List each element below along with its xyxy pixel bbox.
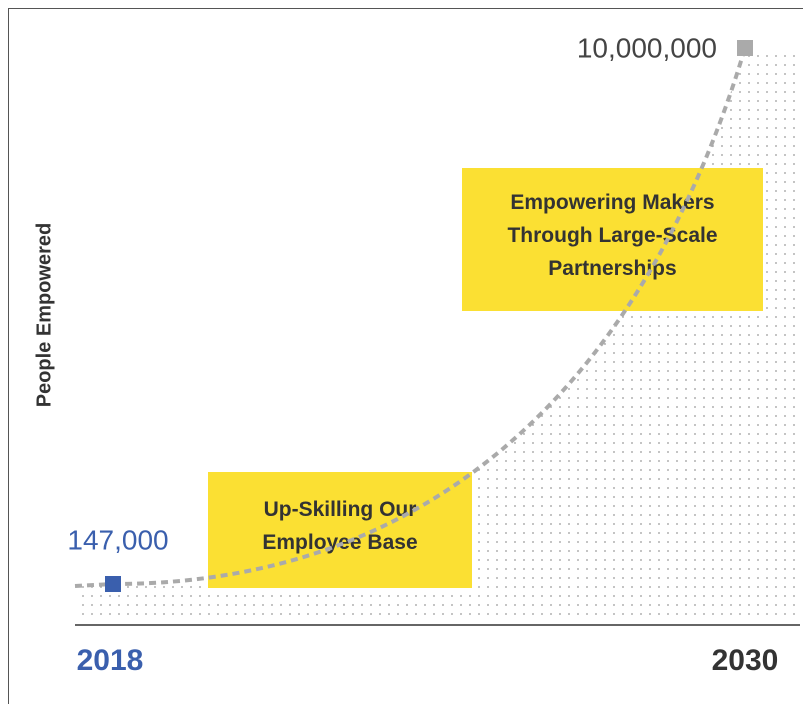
point [105, 576, 121, 593]
dotted-area [75, 48, 800, 622]
annotation-text: Empowering Makers [510, 191, 714, 214]
annotation-text: Through Large-Scale [507, 224, 717, 247]
x-tick-label: 2030 [712, 644, 779, 677]
y-axis-label: People Empowered [33, 223, 55, 408]
line [112, 47, 747, 587]
annotation-text: Partnerships [548, 257, 676, 280]
frame [8, 8, 803, 704]
annotation-box [208, 472, 472, 588]
value-label: 147,000 [67, 524, 168, 555]
x-tick-label: 2018 [77, 644, 144, 677]
value-label: 10,000,000 [577, 32, 717, 63]
annotation-text: Up-Skilling Our [264, 498, 417, 521]
baseline-extension [74, 582, 114, 589]
annotation-box [462, 168, 763, 311]
point [737, 40, 753, 56]
